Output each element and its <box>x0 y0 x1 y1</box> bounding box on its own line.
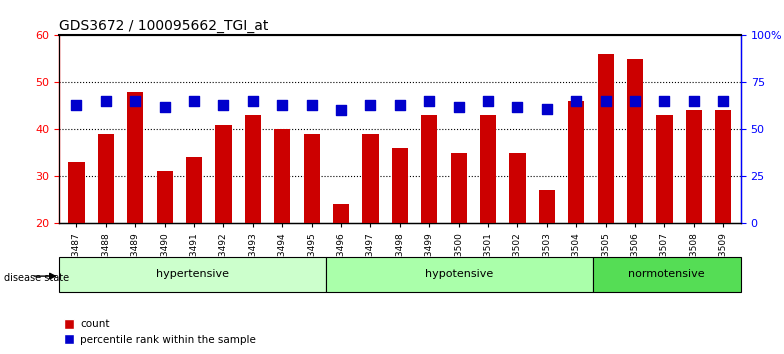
Point <box>717 98 729 104</box>
Point <box>570 98 583 104</box>
Point <box>129 98 141 104</box>
Point <box>335 108 347 113</box>
Bar <box>392 148 408 223</box>
Bar <box>627 59 643 223</box>
Point <box>688 98 700 104</box>
Bar <box>274 129 290 223</box>
Bar <box>68 162 85 223</box>
Bar <box>656 115 673 223</box>
Point <box>276 102 289 108</box>
Bar <box>127 92 143 223</box>
Bar <box>333 204 349 223</box>
Legend: count, percentile rank within the sample: count, percentile rank within the sample <box>60 315 260 349</box>
Point <box>364 102 376 108</box>
Bar <box>245 115 261 223</box>
Bar <box>303 134 320 223</box>
Text: hypertensive: hypertensive <box>156 269 229 279</box>
Bar <box>715 110 731 223</box>
Bar <box>157 171 172 223</box>
Point <box>452 104 465 109</box>
Point <box>158 104 171 109</box>
Point <box>71 102 82 108</box>
Bar <box>325 257 593 292</box>
Bar <box>98 134 114 223</box>
Bar <box>362 134 379 223</box>
Bar <box>568 101 584 223</box>
Bar <box>597 54 614 223</box>
Bar <box>421 115 437 223</box>
Bar <box>480 115 496 223</box>
Bar <box>186 157 202 223</box>
Point <box>481 98 494 104</box>
Point <box>423 98 435 104</box>
Bar <box>593 257 741 292</box>
Bar <box>451 153 466 223</box>
Text: GDS3672 / 100095662_TGI_at: GDS3672 / 100095662_TGI_at <box>59 19 268 33</box>
Bar <box>539 190 555 223</box>
Point <box>599 98 612 104</box>
Bar <box>686 110 702 223</box>
Point <box>246 98 259 104</box>
Text: hypotensive: hypotensive <box>425 269 493 279</box>
Point <box>305 102 318 108</box>
Point <box>217 102 230 108</box>
Point <box>540 106 553 112</box>
Point <box>629 98 641 104</box>
Bar <box>59 257 325 292</box>
Text: normotensive: normotensive <box>629 269 705 279</box>
Bar <box>510 153 525 223</box>
Text: disease state: disease state <box>4 273 69 283</box>
Point <box>187 98 200 104</box>
Point <box>100 98 112 104</box>
Point <box>511 104 524 109</box>
Point <box>394 102 406 108</box>
Bar <box>216 125 231 223</box>
Point <box>659 98 671 104</box>
